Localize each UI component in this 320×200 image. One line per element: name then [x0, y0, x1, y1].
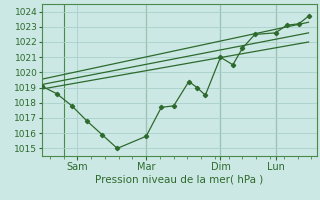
X-axis label: Pression niveau de la mer( hPa ): Pression niveau de la mer( hPa ) [95, 174, 263, 184]
